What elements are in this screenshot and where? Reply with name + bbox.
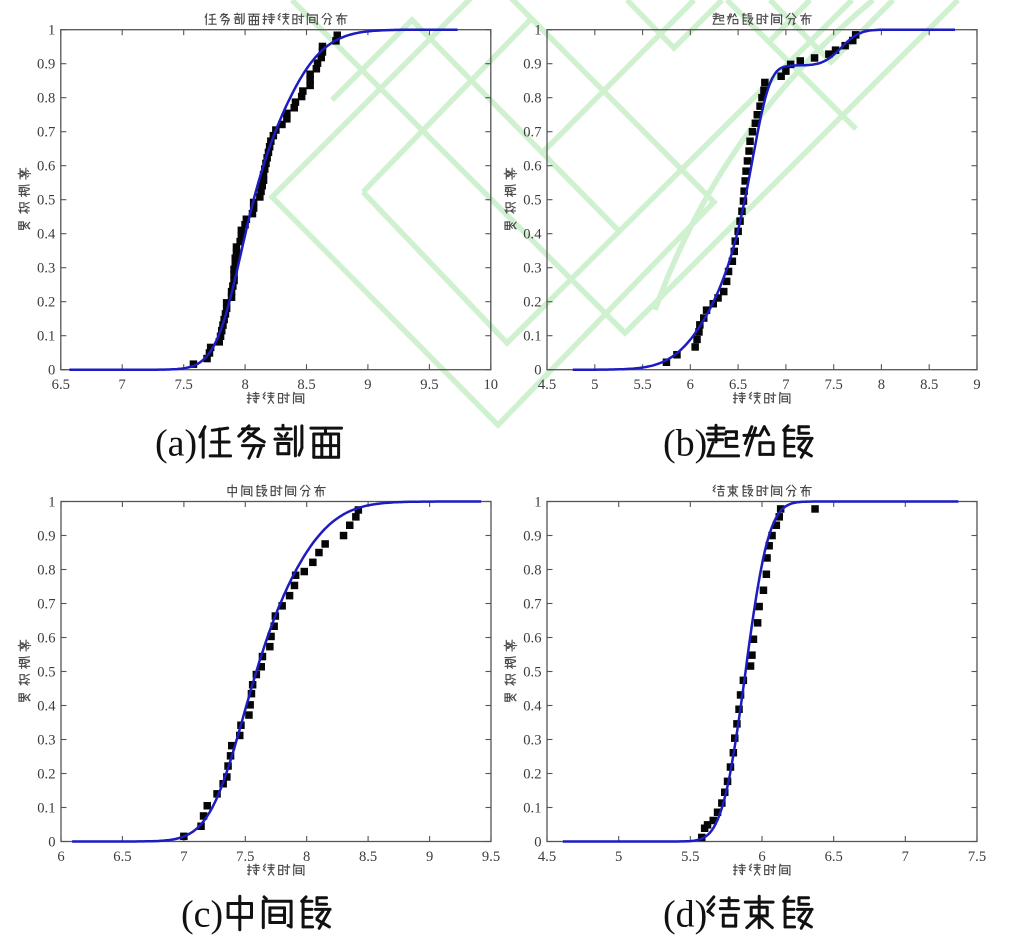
svg-text:0.4: 0.4 [37, 699, 56, 715]
svg-text:9: 9 [426, 849, 433, 865]
svg-text:4.5: 4.5 [538, 377, 556, 393]
svg-text:5.5: 5.5 [681, 849, 699, 865]
svg-text:0.9: 0.9 [37, 57, 55, 73]
svg-text:0.3: 0.3 [523, 733, 541, 749]
svg-text:6: 6 [57, 849, 64, 865]
svg-text:6: 6 [758, 849, 765, 865]
svg-text:0.7: 0.7 [37, 597, 55, 613]
svg-text:7: 7 [180, 849, 187, 865]
svg-text:7: 7 [119, 377, 126, 393]
svg-text:0.4: 0.4 [523, 227, 542, 243]
svg-text:(a): (a) [155, 423, 197, 465]
svg-text:0.6: 0.6 [37, 159, 55, 175]
svg-text:0.4: 0.4 [37, 227, 56, 243]
svg-text:0.8: 0.8 [523, 563, 541, 579]
svg-text:0.9: 0.9 [37, 529, 55, 545]
svg-text:0.8: 0.8 [37, 91, 55, 107]
svg-text:0.9: 0.9 [523, 529, 541, 545]
svg-text:5: 5 [591, 377, 598, 393]
svg-text:7: 7 [902, 849, 909, 865]
svg-text:0.5: 0.5 [37, 665, 55, 681]
svg-text:0.3: 0.3 [523, 261, 541, 277]
svg-text:1: 1 [534, 23, 541, 39]
svg-text:4.5: 4.5 [538, 849, 556, 865]
svg-text:0.2: 0.2 [37, 767, 55, 783]
svg-text:7.5: 7.5 [175, 377, 193, 393]
svg-text:1: 1 [48, 495, 55, 511]
svg-text:(b): (b) [663, 423, 707, 465]
svg-text:0.6: 0.6 [523, 159, 541, 175]
svg-text:0.5: 0.5 [523, 665, 541, 681]
svg-text:8.5: 8.5 [920, 377, 938, 393]
svg-text:1: 1 [534, 495, 541, 511]
svg-text:8.5: 8.5 [359, 849, 377, 865]
svg-text:8: 8 [303, 849, 310, 865]
svg-text:6: 6 [687, 377, 694, 393]
svg-text:6.5: 6.5 [729, 377, 747, 393]
svg-text:6.5: 6.5 [113, 849, 131, 865]
svg-text:6.5: 6.5 [825, 849, 843, 865]
svg-text:5.5: 5.5 [633, 377, 651, 393]
svg-text:9.5: 9.5 [482, 849, 500, 865]
svg-text:5: 5 [615, 849, 622, 865]
svg-text:0.9: 0.9 [523, 57, 541, 73]
svg-text:0.2: 0.2 [523, 295, 541, 311]
svg-text:0.5: 0.5 [523, 193, 541, 209]
svg-text:0: 0 [48, 835, 55, 851]
svg-text:0: 0 [534, 835, 541, 851]
svg-text:9: 9 [364, 377, 371, 393]
svg-text:0.7: 0.7 [523, 125, 541, 141]
svg-text:0.1: 0.1 [37, 329, 55, 345]
svg-text:10: 10 [484, 377, 499, 393]
svg-text:(c): (c) [181, 894, 223, 936]
svg-text:0: 0 [48, 363, 55, 379]
svg-text:0.2: 0.2 [37, 295, 55, 311]
svg-text:7.5: 7.5 [825, 377, 843, 393]
svg-text:6.5: 6.5 [52, 377, 70, 393]
svg-text:0.2: 0.2 [523, 767, 541, 783]
svg-text:0.7: 0.7 [523, 597, 541, 613]
svg-text:8: 8 [241, 377, 248, 393]
svg-text:0.7: 0.7 [37, 125, 55, 141]
svg-text:(d): (d) [663, 894, 707, 936]
svg-text:0.3: 0.3 [37, 733, 55, 749]
svg-text:0.3: 0.3 [37, 261, 55, 277]
svg-text:7.5: 7.5 [968, 849, 986, 865]
svg-text:0.6: 0.6 [523, 631, 541, 647]
svg-text:0.8: 0.8 [37, 563, 55, 579]
svg-text:0.1: 0.1 [523, 329, 541, 345]
svg-text:8.5: 8.5 [297, 377, 315, 393]
svg-text:0: 0 [534, 363, 541, 379]
svg-text:9.5: 9.5 [420, 377, 438, 393]
svg-text:0.5: 0.5 [37, 193, 55, 209]
svg-text:0.1: 0.1 [37, 801, 55, 817]
svg-text:1: 1 [48, 23, 55, 39]
svg-text:0.6: 0.6 [37, 631, 55, 647]
svg-text:7.5: 7.5 [236, 849, 254, 865]
svg-text:0.4: 0.4 [523, 699, 542, 715]
svg-text:0.8: 0.8 [523, 91, 541, 107]
svg-text:7: 7 [782, 377, 789, 393]
svg-text:9: 9 [973, 377, 980, 393]
svg-text:8: 8 [878, 377, 885, 393]
svg-text:0.1: 0.1 [523, 801, 541, 817]
